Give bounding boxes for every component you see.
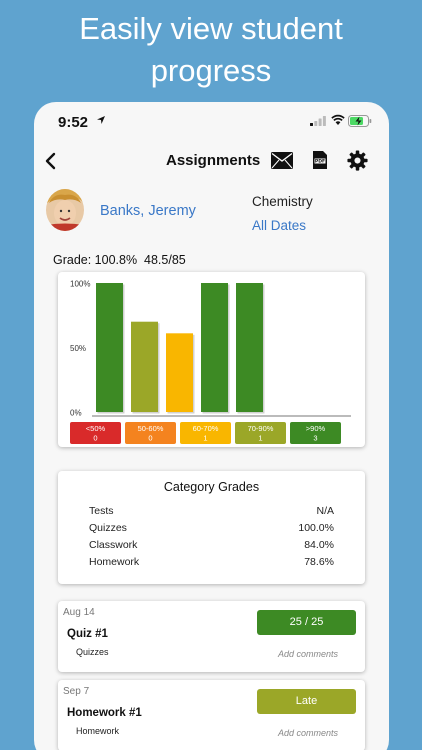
legend-chip — [180, 422, 231, 444]
bar — [96, 283, 123, 412]
legend-chip — [290, 422, 341, 444]
location-arrow-icon — [97, 116, 105, 124]
grade-summary: Grade: 100.8% 48.5/85 — [53, 253, 186, 267]
mail-icon[interactable] — [271, 152, 293, 169]
assignment-name: Homework #1 — [67, 707, 142, 719]
legend-chip — [70, 422, 121, 444]
bar — [166, 333, 193, 412]
category-value: 84.0% — [304, 539, 334, 551]
legend-count-label: 0 — [148, 434, 152, 443]
date-filter-link[interactable]: All Dates — [252, 218, 307, 233]
category-grades-title: Category Grades — [163, 480, 260, 494]
back-chevron-icon[interactable] — [44, 152, 56, 170]
legend-count-label: 3 — [313, 434, 317, 443]
legend-chip — [125, 422, 176, 444]
assignment-date: Aug 14 — [63, 607, 95, 618]
student-name-link[interactable]: Banks, Jeremy — [100, 203, 196, 219]
category-row: Classwork 84.0% — [89, 539, 334, 553]
legend-count-label: 1 — [258, 434, 262, 443]
status-time: 9:52 — [58, 114, 89, 131]
category-row: Homework 78.6% — [89, 556, 334, 570]
battery-charging-icon — [348, 115, 372, 127]
legend-chip — [235, 422, 286, 444]
category-name: Quizzes — [89, 522, 127, 534]
grade-distribution-chart: 100% 50% 0% <50% 0 50-60% 0 60-70% 1 70-90% 1 >90% 3 — [58, 272, 365, 447]
cellular-signal-icon — [310, 116, 326, 126]
promo-headline-line2: progress — [150, 53, 272, 88]
legend-count-label: 0 — [93, 434, 97, 443]
y-tick-label: 0% — [70, 409, 82, 418]
gear-icon[interactable] — [347, 150, 368, 171]
category-name: Classwork — [89, 539, 138, 551]
bar — [131, 321, 158, 412]
assignment-category: Homework — [76, 726, 120, 736]
add-comments-link[interactable]: Add comments — [277, 728, 338, 738]
chart-svg: 100%50%0%<50%050-60%060-70%170-90%1>90%3 — [70, 280, 351, 444]
wifi-icon — [331, 114, 345, 125]
assignment-name: Quiz #1 — [67, 628, 108, 640]
legend-range-label: 50-60% — [138, 424, 164, 433]
category-name: Homework — [89, 556, 140, 568]
category-value: 100.0% — [298, 522, 334, 534]
category-value: 78.6% — [304, 556, 334, 568]
category-grades-card: Category Grades Tests N/A Quizzes 100.0%… — [58, 471, 365, 584]
legend-count-label: 1 — [203, 434, 207, 443]
status-bar: 9:52 — [34, 102, 389, 138]
nav-bar: Assignments PDF — [34, 146, 389, 176]
phone-screen: 9:52 Assignments — [34, 102, 389, 750]
legend-range-label: 70-90% — [248, 424, 274, 433]
y-tick-label: 50% — [70, 344, 86, 353]
assignment-card[interactable]: Aug 14 Quiz #1 Quizzes 25 / 25 Add comme… — [58, 601, 365, 672]
assignment-category: Quizzes — [76, 647, 109, 657]
svg-text:PDF: PDF — [315, 159, 325, 165]
pdf-icon[interactable]: PDF — [313, 151, 327, 169]
bar — [236, 283, 263, 412]
category-name: Tests — [89, 505, 114, 517]
course-name: Chemistry — [252, 194, 313, 209]
category-value: N/A — [316, 505, 334, 517]
category-row: Quizzes 100.0% — [89, 522, 334, 536]
avatar — [46, 189, 84, 231]
assignment-card[interactable]: Sep 7 Homework #1 Homework Late Add comm… — [58, 680, 365, 750]
add-comments-link[interactable]: Add comments — [277, 649, 338, 659]
score-button[interactable]: 25 / 25 — [257, 610, 356, 635]
category-row: Tests N/A — [89, 505, 334, 519]
legend-range-label: <50% — [86, 424, 106, 433]
legend-range-label: 60-70% — [193, 424, 219, 433]
score-button[interactable]: Late — [257, 689, 356, 714]
bar — [201, 283, 228, 412]
legend-range-label: >90% — [306, 424, 326, 433]
promo-headline-line1: Easily view student — [79, 11, 343, 46]
assignment-date: Sep 7 — [63, 686, 90, 697]
promo-headline: Easily view student progress — [0, 8, 422, 92]
y-tick-label: 100% — [70, 280, 90, 289]
page-title: Assignments — [166, 152, 261, 169]
